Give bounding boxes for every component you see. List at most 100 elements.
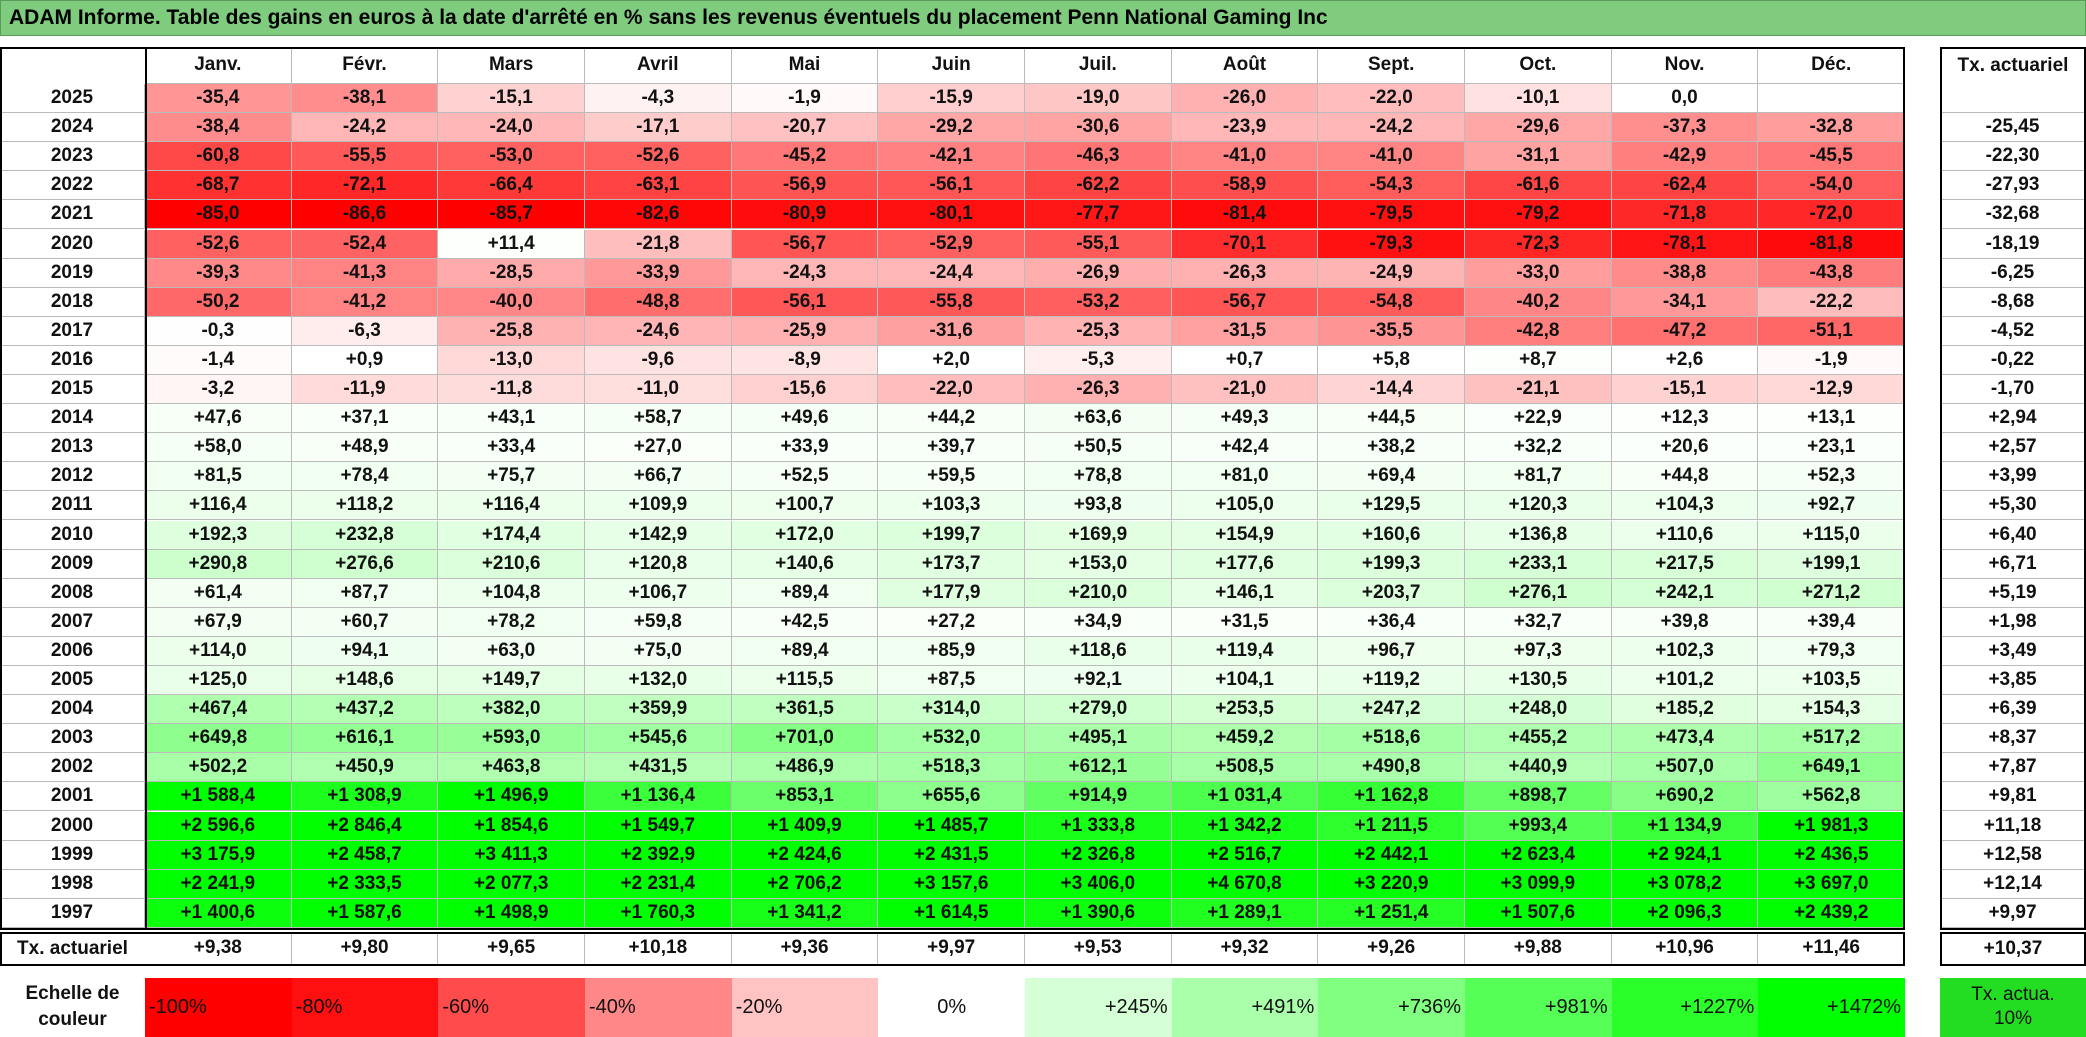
value-cell: -4,3	[585, 84, 732, 114]
value-cell: +3 099,9	[1465, 869, 1612, 899]
value-cell: +616,1	[291, 724, 439, 754]
value-cell: +3 157,6	[878, 869, 1025, 899]
value-cell: -82,6	[585, 200, 732, 230]
value-cell: +110,6	[1611, 520, 1759, 550]
value-cell: +87,5	[878, 666, 1025, 696]
value-cell: +2,0	[878, 345, 1025, 375]
footer-cell: +9,80	[291, 931, 439, 966]
value-cell: +507,0	[1611, 753, 1759, 783]
value-cell: -38,1	[291, 84, 439, 114]
value-cell: +8,7	[1465, 345, 1612, 375]
value-cell: -31,5	[1171, 316, 1319, 346]
value-cell: -25,3	[1025, 316, 1172, 346]
value-cell: +33,9	[731, 433, 879, 463]
footer-cell: +9,26	[1318, 931, 1466, 966]
value-cell: -53,0	[438, 142, 585, 172]
row-year: 2018	[0, 287, 145, 317]
value-cell: +1 981,3	[1758, 811, 1906, 841]
value-cell: +463,8	[438, 753, 585, 783]
row-year: 2004	[0, 695, 145, 725]
value-cell: +153,0	[1025, 549, 1172, 579]
row-year: 2011	[0, 491, 145, 521]
legend-step: +981%	[1465, 977, 1612, 1037]
value-cell: +63,0	[438, 636, 585, 666]
value-cell: -33,0	[1465, 258, 1612, 288]
value-cell: -54,3	[1318, 171, 1466, 201]
value-cell: -52,9	[878, 229, 1025, 259]
value-cell: +1 588,4	[145, 782, 292, 812]
value-cell: +172,0	[731, 520, 879, 550]
value-cell: -15,9	[878, 84, 1025, 114]
column-header: Sept.	[1318, 47, 1466, 84]
value-cell: +253,5	[1171, 695, 1319, 725]
rate-cell: -27,93	[1940, 171, 2086, 201]
value-cell: +898,7	[1465, 782, 1612, 812]
value-cell: +361,5	[731, 695, 879, 725]
footer-cell: +10,96	[1611, 931, 1759, 966]
value-cell: +125,0	[145, 666, 292, 696]
value-cell: +42,4	[1171, 433, 1319, 463]
row-year: 2020	[0, 229, 145, 259]
value-cell: +106,7	[585, 578, 732, 608]
value-cell: +3 220,9	[1318, 869, 1466, 899]
value-cell: -15,6	[731, 375, 879, 405]
column-header: Mai	[731, 47, 879, 84]
value-cell: +94,1	[291, 636, 439, 666]
value-cell: +75,0	[585, 636, 732, 666]
value-cell: -9,6	[585, 345, 732, 375]
value-cell: +119,4	[1171, 636, 1319, 666]
rate-cell: +7,87	[1940, 753, 2086, 783]
value-cell: +248,0	[1465, 695, 1612, 725]
rate-cell	[1940, 84, 2086, 114]
row-year: 1998	[0, 869, 145, 899]
value-cell: -48,8	[585, 287, 732, 317]
value-cell: +1 341,2	[731, 898, 879, 928]
value-cell: -6,3	[291, 316, 439, 346]
value-cell: -29,6	[1465, 113, 1612, 143]
value-cell: +79,3	[1758, 636, 1906, 666]
row-year: 2002	[0, 753, 145, 783]
column-header: Févr.	[291, 47, 439, 84]
value-cell: -56,7	[731, 229, 879, 259]
value-cell: -22,0	[878, 375, 1025, 405]
value-cell: +120,8	[585, 549, 732, 579]
value-cell: +58,7	[585, 404, 732, 434]
row-year: 2009	[0, 549, 145, 579]
value-cell: 0,0	[1611, 84, 1759, 114]
value-cell: +61,4	[145, 578, 292, 608]
value-cell: +1 136,4	[585, 782, 732, 812]
value-cell: -24,2	[1318, 113, 1466, 143]
value-cell: +431,5	[585, 753, 732, 783]
value-cell: +210,6	[438, 549, 585, 579]
value-cell: +93,8	[1025, 491, 1172, 521]
rate-cell: +6,71	[1940, 549, 2086, 579]
title-bar: ADAM Informe. Table des gains en euros à…	[0, 0, 2086, 36]
value-cell: +33,4	[438, 433, 585, 463]
value-cell: -41,2	[291, 287, 439, 317]
legend-step: +1472%	[1758, 977, 1906, 1037]
value-cell: +169,9	[1025, 520, 1172, 550]
value-cell: +518,3	[878, 753, 1025, 783]
value-cell: -45,2	[731, 142, 879, 172]
rate-cell: +5,19	[1940, 578, 2086, 608]
row-year: 2021	[0, 200, 145, 230]
row-year: 2017	[0, 316, 145, 346]
value-cell: +109,9	[585, 491, 732, 521]
value-cell: +146,1	[1171, 578, 1319, 608]
value-cell: -51,1	[1758, 316, 1906, 346]
rate-cell: +5,30	[1940, 491, 2086, 521]
value-cell: +148,6	[291, 666, 439, 696]
value-cell: +853,1	[731, 782, 879, 812]
value-cell: -78,1	[1611, 229, 1759, 259]
value-cell: +455,2	[1465, 724, 1612, 754]
value-cell: -80,1	[878, 200, 1025, 230]
value-cell: +174,4	[438, 520, 585, 550]
value-cell: +5,8	[1318, 345, 1466, 375]
footer-cell: +10,18	[585, 931, 732, 966]
value-cell: +129,5	[1318, 491, 1466, 521]
value-cell	[1758, 84, 1906, 114]
value-cell: +192,3	[145, 520, 292, 550]
row-year: 2000	[0, 811, 145, 841]
value-cell: +490,8	[1318, 753, 1466, 783]
